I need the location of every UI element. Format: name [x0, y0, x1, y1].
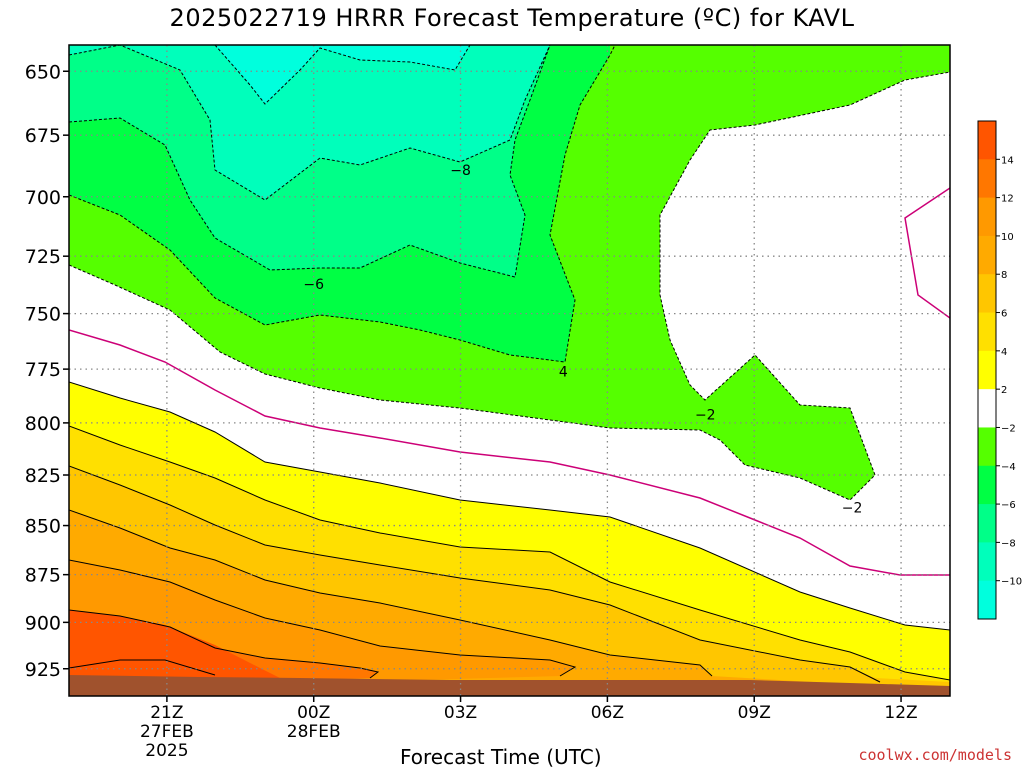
contour-label: −6	[303, 277, 324, 293]
y-axis: 650 675 700 725 750 775 800 825 850 875 900 925	[25, 61, 69, 681]
colorbar-swatch	[978, 350, 996, 390]
region-minus10	[215, 45, 470, 104]
colorbar-frame	[977, 120, 997, 620]
credit-text: coolwx.com/models	[858, 746, 1012, 764]
y-tick-label: 675	[25, 125, 61, 147]
x-tick-label: 21Z	[150, 703, 183, 723]
ground	[69, 675, 950, 696]
contour-label: −8	[450, 163, 471, 179]
colorbar-swatch	[978, 427, 996, 467]
y-tick-label: 850	[25, 516, 61, 538]
x-tick-label: 06Z	[591, 703, 624, 723]
grid	[69, 45, 950, 696]
x-tick-label: 12Z	[884, 703, 917, 723]
x-tick-sublabel: 27FEB	[140, 722, 194, 742]
plot-frame	[68, 44, 951, 697]
y-tick-label: 825	[25, 465, 61, 487]
colorbar-swatch	[978, 542, 996, 582]
colorbar-label: −8	[1001, 538, 1016, 549]
contour-labels: −8 −6 4 −2 −2	[303, 163, 862, 517]
colorbar-label: −2	[1001, 423, 1016, 434]
contour-solid-6	[69, 509, 713, 677]
colorbar-label: 12	[1001, 194, 1014, 205]
region-above-14	[69, 610, 280, 690]
y-tick-label: 800	[25, 413, 61, 435]
chart-title: 2025022719 HRRR Forecast Temperature (ºC…	[169, 4, 855, 32]
y-tick-label: 925	[25, 659, 61, 681]
y-tick-label: 725	[25, 246, 61, 268]
y-tick-label: 650	[25, 61, 61, 83]
colorbar-label: −10	[1001, 577, 1022, 588]
colorbar-label: 2	[1001, 385, 1007, 396]
colorbar-swatch	[978, 504, 996, 543]
region-minus8-to-minus10	[69, 45, 550, 200]
contour-solid-top	[69, 381, 950, 631]
colorbar-swatch	[978, 159, 996, 199]
y-tick-label: 775	[25, 359, 61, 381]
dashed-contours	[69, 45, 950, 501]
colorbar-label: 6	[1001, 309, 1007, 320]
x-tick-label: 00Z	[297, 703, 330, 723]
contour-solid-8	[69, 559, 577, 677]
colorbar-swatch	[978, 121, 996, 160]
contour-lines	[69, 381, 950, 683]
plot-area	[69, 45, 950, 696]
freezing-line	[69, 329, 950, 576]
colorbar-swatch	[978, 465, 996, 505]
colorbar-label: 14	[1001, 155, 1014, 166]
contour-label: −2	[842, 501, 863, 517]
colorbar-label: 4	[1001, 347, 1007, 358]
colorbar-label: −4	[1001, 462, 1016, 473]
contour-solid-10	[69, 609, 380, 679]
contour-label: −2	[695, 407, 716, 423]
colorbar-label: −6	[1001, 500, 1016, 511]
contour-label: 4	[559, 364, 568, 380]
x-tick-sublabel: 2025	[145, 741, 188, 761]
y-tick-label: 700	[25, 187, 61, 209]
x-tick-sublabel: 28FEB	[287, 722, 341, 742]
y-tick-label: 875	[25, 565, 61, 587]
colorbar-swatch	[978, 235, 996, 275]
colorbar-swatch	[978, 312, 996, 352]
colorbar-swatch	[978, 389, 996, 428]
colorbar-swatch	[978, 197, 996, 237]
contour-solid-12	[69, 659, 216, 676]
x-tick-label: 03Z	[444, 703, 477, 723]
y-tick-label: 900	[25, 612, 61, 634]
x-axis-label: Forecast Time (UTC)	[400, 745, 602, 769]
y-tick-label: 750	[25, 304, 61, 326]
contour-solid-4	[69, 465, 881, 683]
colorbar: 14 12 10 8 6 4 2 −2 −4 −6 −8 −10	[977, 120, 1022, 620]
colorbar-label: 8	[1001, 270, 1007, 281]
colorbar-label: 10	[1001, 232, 1014, 243]
colorbar-swatch	[978, 274, 996, 314]
colorbar-swatch	[978, 580, 996, 620]
x-tick-label: 09Z	[738, 703, 771, 723]
